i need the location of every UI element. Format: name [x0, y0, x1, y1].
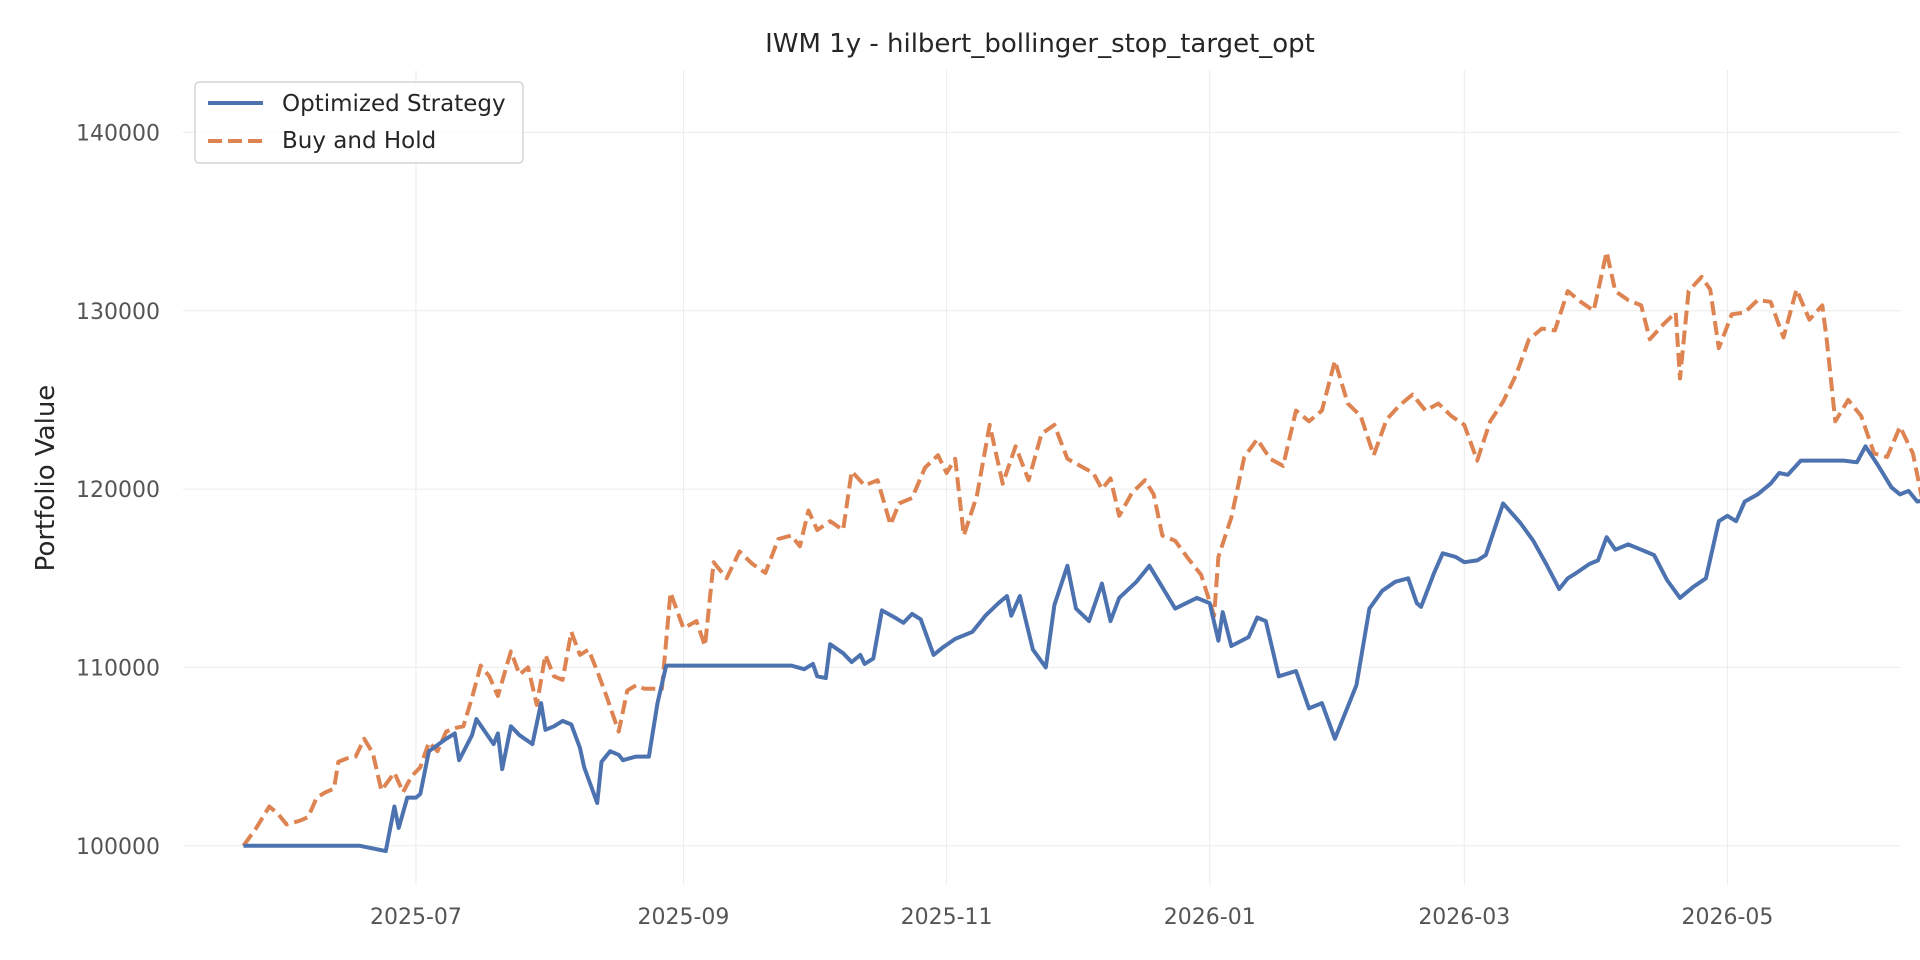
- x-tick-label: 2025-09: [637, 905, 729, 930]
- series-lines: [241, 249, 1920, 854]
- y-tick-label: 120000: [76, 478, 160, 503]
- y-tick-label: 100000: [76, 835, 160, 860]
- legend: Optimized Strategy Buy and Hold: [194, 81, 524, 164]
- legend-label-optimized-strategy: Optimized Strategy: [282, 91, 506, 117]
- y-tick-label: 140000: [76, 121, 160, 146]
- x-tick-label: 2025-07: [370, 905, 462, 930]
- gridlines: [183, 70, 1900, 885]
- y-tick-label: 130000: [76, 300, 160, 325]
- chart-title: IWM 1y - hilbert_bollinger_stop_target_o…: [765, 29, 1315, 59]
- x-tick-label: 2026-01: [1164, 905, 1256, 930]
- series-line-buy-and-hold: [241, 249, 1920, 847]
- x-tick-label: 2025-11: [901, 905, 993, 930]
- y-axis-label: Portfolio Value: [31, 385, 61, 572]
- axis-ticks: 100000 110000 120000 130000 140000 2025-07 202…: [76, 121, 1773, 930]
- x-tick-label: 2026-03: [1418, 905, 1510, 930]
- y-tick-label: 110000: [76, 656, 160, 681]
- legend-label-buy-and-hold: Buy and Hold: [282, 128, 436, 154]
- series-line-optimized-strategy: [243, 444, 1920, 854]
- x-tick-label: 2026-05: [1681, 905, 1773, 930]
- legend-box: [194, 81, 524, 164]
